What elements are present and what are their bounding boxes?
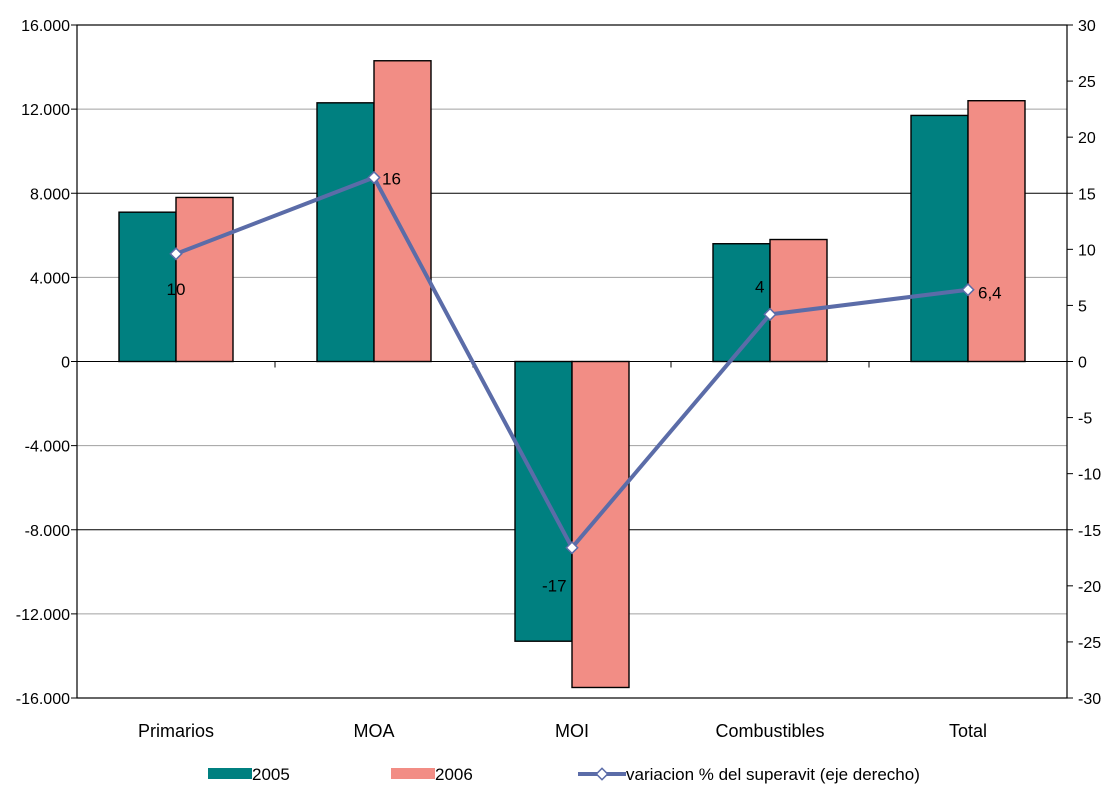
y-left-tick-label: -16.000 (16, 691, 70, 708)
legend-swatch-2006 (391, 768, 435, 779)
y-right-tick-label: 15 (1078, 186, 1096, 203)
y-right-tick-label: -10 (1078, 467, 1101, 484)
y-right-tick-label: 0 (1078, 355, 1087, 372)
legend-label: 2005 (252, 765, 290, 784)
bar-2005-MOA (316, 102, 375, 363)
x-tick-label: Total (949, 721, 987, 741)
y-right-tick-label: 25 (1078, 74, 1096, 91)
bar-2006-Primarios (175, 196, 234, 363)
bar-2005-MOI (514, 360, 573, 642)
y-left-tick-label: 8.000 (30, 186, 70, 203)
legend-point-marker (595, 767, 609, 781)
y-right-tick-label: -30 (1078, 691, 1101, 708)
data-label: -17 (542, 577, 567, 596)
legend: 2005 2006 variacion % del superavit (eje d… (208, 765, 920, 784)
y-left-tick-label: 12.000 (21, 102, 70, 119)
bar-2006-MOA (373, 60, 432, 363)
data-label: 6,4 (978, 284, 1002, 303)
line-point (763, 307, 777, 322)
line-series (169, 170, 975, 555)
y-right-tick-label: -15 (1078, 523, 1101, 540)
data-label: 4 (755, 277, 764, 296)
y-left-tick-label: -8.000 (25, 523, 70, 540)
x-tick-label: MOA (353, 721, 394, 741)
y-right-tick-label: -25 (1078, 635, 1101, 652)
data-labels: 10 16 -17 4 6,4 (167, 170, 1002, 596)
y-left-tick-label: -4.000 (25, 439, 70, 456)
line-point (367, 170, 381, 185)
y-left-tick-label: 16.000 (21, 18, 70, 35)
y-left-tick-label: 4.000 (30, 270, 70, 287)
legend-swatch-2005 (208, 768, 252, 779)
bar-2005-Combustibles (712, 243, 771, 363)
axes: 16.000 12.000 8.000 4.000 0 -4.000 -8.000 -12.0… (16, 18, 1101, 741)
y-right-tick-label: 10 (1078, 242, 1096, 259)
x-tick-label: Combustibles (715, 721, 824, 741)
y-right-tick-label: 5 (1078, 298, 1087, 315)
legend-label: 2006 (435, 765, 473, 784)
y-right-tick-label: -20 (1078, 579, 1101, 596)
bar-2005-Total (910, 114, 969, 363)
bars (118, 60, 1026, 689)
line-point (565, 540, 579, 555)
y-right-tick-label: 30 (1078, 18, 1096, 35)
y-right-tick-label: 20 (1078, 130, 1096, 147)
x-tick-label: MOI (555, 721, 589, 741)
legend-label: variacion % del superavit (eje derecho) (626, 765, 920, 784)
data-label: 16 (382, 170, 401, 189)
bar-2006-Total (967, 100, 1026, 363)
bar-2006-Combustibles (769, 238, 828, 363)
y-left-tick-label: 0 (61, 355, 70, 372)
bar-2006-MOI (571, 360, 630, 689)
data-label: 10 (167, 280, 186, 299)
y-right-tick-label: -5 (1078, 411, 1092, 428)
y-left-tick-label: -12.000 (16, 607, 70, 624)
line-point (169, 247, 183, 261)
x-tick-label: Primarios (138, 721, 214, 741)
line-point (961, 282, 975, 297)
